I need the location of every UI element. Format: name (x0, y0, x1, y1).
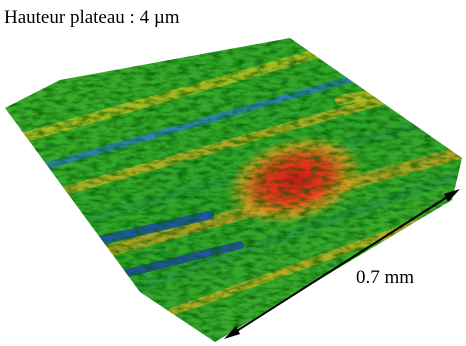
scale-arrow (224, 189, 460, 339)
scale-label: 0.7 mm (356, 267, 414, 288)
title: Hauteur plateau : 4 µm (4, 7, 180, 28)
surface (5, 38, 462, 342)
